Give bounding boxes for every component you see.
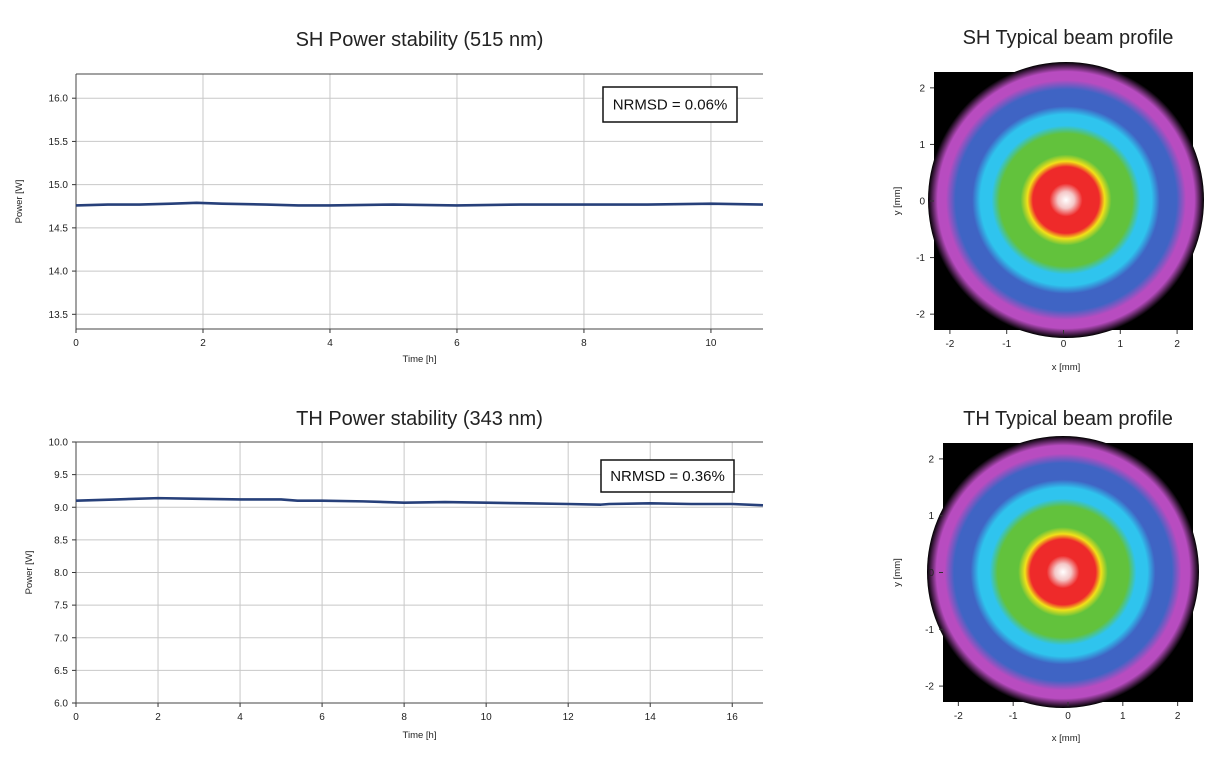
y-tick-label: 6.5 bbox=[54, 666, 68, 677]
x-tick-label: -2 bbox=[945, 339, 954, 350]
y-tick-label: 15.0 bbox=[49, 180, 69, 191]
y-tick-label: 9.0 bbox=[54, 503, 68, 514]
beam-profile-th: TH Typical beam profile -2 -1 0 1 2 -2 -1 0 1 2 x [… bbox=[892, 408, 1199, 744]
x-tick-label: -1 bbox=[1009, 711, 1018, 722]
x-axis-label: x [mm] bbox=[1052, 733, 1081, 744]
x-tick-label: 2 bbox=[200, 338, 206, 349]
data-series-line bbox=[75, 496, 764, 507]
x-tick-label: 2 bbox=[1175, 711, 1181, 722]
y-tick-label: 1 bbox=[928, 511, 934, 522]
y-tick-label: 8.5 bbox=[54, 535, 68, 546]
x-tick-label: 10 bbox=[481, 712, 493, 723]
x-tick-label: 6 bbox=[454, 338, 460, 349]
line-chart-sh: SH Power stability (515 nm) 0 2 4 6 8 10 13.5 14… bbox=[14, 29, 764, 365]
x-tick-label: 4 bbox=[327, 338, 333, 349]
x-tick-label: -2 bbox=[954, 711, 963, 722]
line-chart-th: TH Power stability (343 nm) 0 2 4 6 8 10 12 14 16… bbox=[24, 408, 764, 741]
x-tick-label: 14 bbox=[645, 712, 657, 723]
y-tick-label: 13.5 bbox=[49, 310, 69, 321]
y-tick-label: 7.0 bbox=[54, 633, 68, 644]
x-tick-label: 8 bbox=[581, 338, 587, 349]
x-tick-label: 10 bbox=[705, 338, 717, 349]
x-tick-label: 12 bbox=[563, 712, 575, 723]
chart-title: TH Typical beam profile bbox=[963, 408, 1173, 430]
nrmsd-annotation: NRMSD = 0.06% bbox=[613, 97, 728, 114]
y-tick-label: 9.5 bbox=[54, 470, 68, 481]
x-tick-label: -1 bbox=[1002, 339, 1011, 350]
y-tick-label: 15.5 bbox=[49, 137, 69, 148]
x-tick-label: 8 bbox=[401, 712, 407, 723]
x-tick-label: 2 bbox=[1174, 339, 1180, 350]
y-tick-label: 14.5 bbox=[49, 223, 69, 234]
x-axis-label: x [mm] bbox=[1052, 362, 1081, 373]
x-tick-label: 1 bbox=[1118, 339, 1124, 350]
y-tick-label: -1 bbox=[916, 253, 925, 264]
x-tick-label: 16 bbox=[727, 712, 739, 723]
y-tick-label: 16.0 bbox=[49, 94, 69, 105]
nrmsd-annotation: NRMSD = 0.36% bbox=[610, 468, 725, 485]
y-tick-label: -1 bbox=[925, 625, 934, 636]
x-tick-label: 4 bbox=[237, 712, 243, 723]
x-axis-label: Time [h] bbox=[403, 354, 437, 365]
y-tick-label: 0 bbox=[928, 568, 934, 579]
y-tick-label: 2 bbox=[928, 454, 934, 465]
chart-title: TH Power stability (343 nm) bbox=[296, 408, 543, 430]
y-tick-label: -2 bbox=[925, 682, 934, 693]
x-axis-label: Time [h] bbox=[403, 730, 437, 741]
y-tick-label: 2 bbox=[919, 83, 925, 94]
data-series-line bbox=[75, 201, 764, 207]
y-axis-label: y [mm] bbox=[892, 187, 903, 216]
x-tick-label: 2 bbox=[155, 712, 161, 723]
chart-title: SH Power stability (515 nm) bbox=[296, 29, 544, 51]
y-tick-label: 10.0 bbox=[49, 438, 69, 449]
nrmsd-box bbox=[602, 86, 738, 123]
beam-profile-sh: SH Typical beam profile -2 -1 0 1 2 -2 -1 0 1 2 x [… bbox=[892, 27, 1204, 373]
beam-spot bbox=[927, 436, 1199, 708]
y-axis-label: y [mm] bbox=[892, 558, 903, 587]
y-axis-label: Power [W] bbox=[24, 551, 35, 595]
x-tick-label: 0 bbox=[1065, 711, 1071, 722]
x-tick-label: 0 bbox=[1061, 339, 1067, 350]
y-tick-label: 6.0 bbox=[54, 699, 68, 710]
y-tick-label: -2 bbox=[916, 310, 925, 321]
beam-spot bbox=[928, 62, 1204, 338]
y-tick-label: 7.5 bbox=[54, 601, 68, 612]
nrmsd-box bbox=[600, 459, 735, 493]
y-tick-label: 14.0 bbox=[49, 267, 69, 278]
x-tick-label: 1 bbox=[1120, 711, 1126, 722]
chart-title: SH Typical beam profile bbox=[963, 27, 1174, 49]
x-tick-label: 0 bbox=[73, 338, 79, 349]
x-tick-label: 0 bbox=[73, 712, 79, 723]
x-tick-label: 6 bbox=[319, 712, 325, 723]
y-tick-label: 1 bbox=[919, 140, 925, 151]
y-tick-label: 8.0 bbox=[54, 568, 68, 579]
y-axis-label: Power [W] bbox=[14, 180, 25, 224]
y-tick-label: 0 bbox=[919, 197, 925, 208]
